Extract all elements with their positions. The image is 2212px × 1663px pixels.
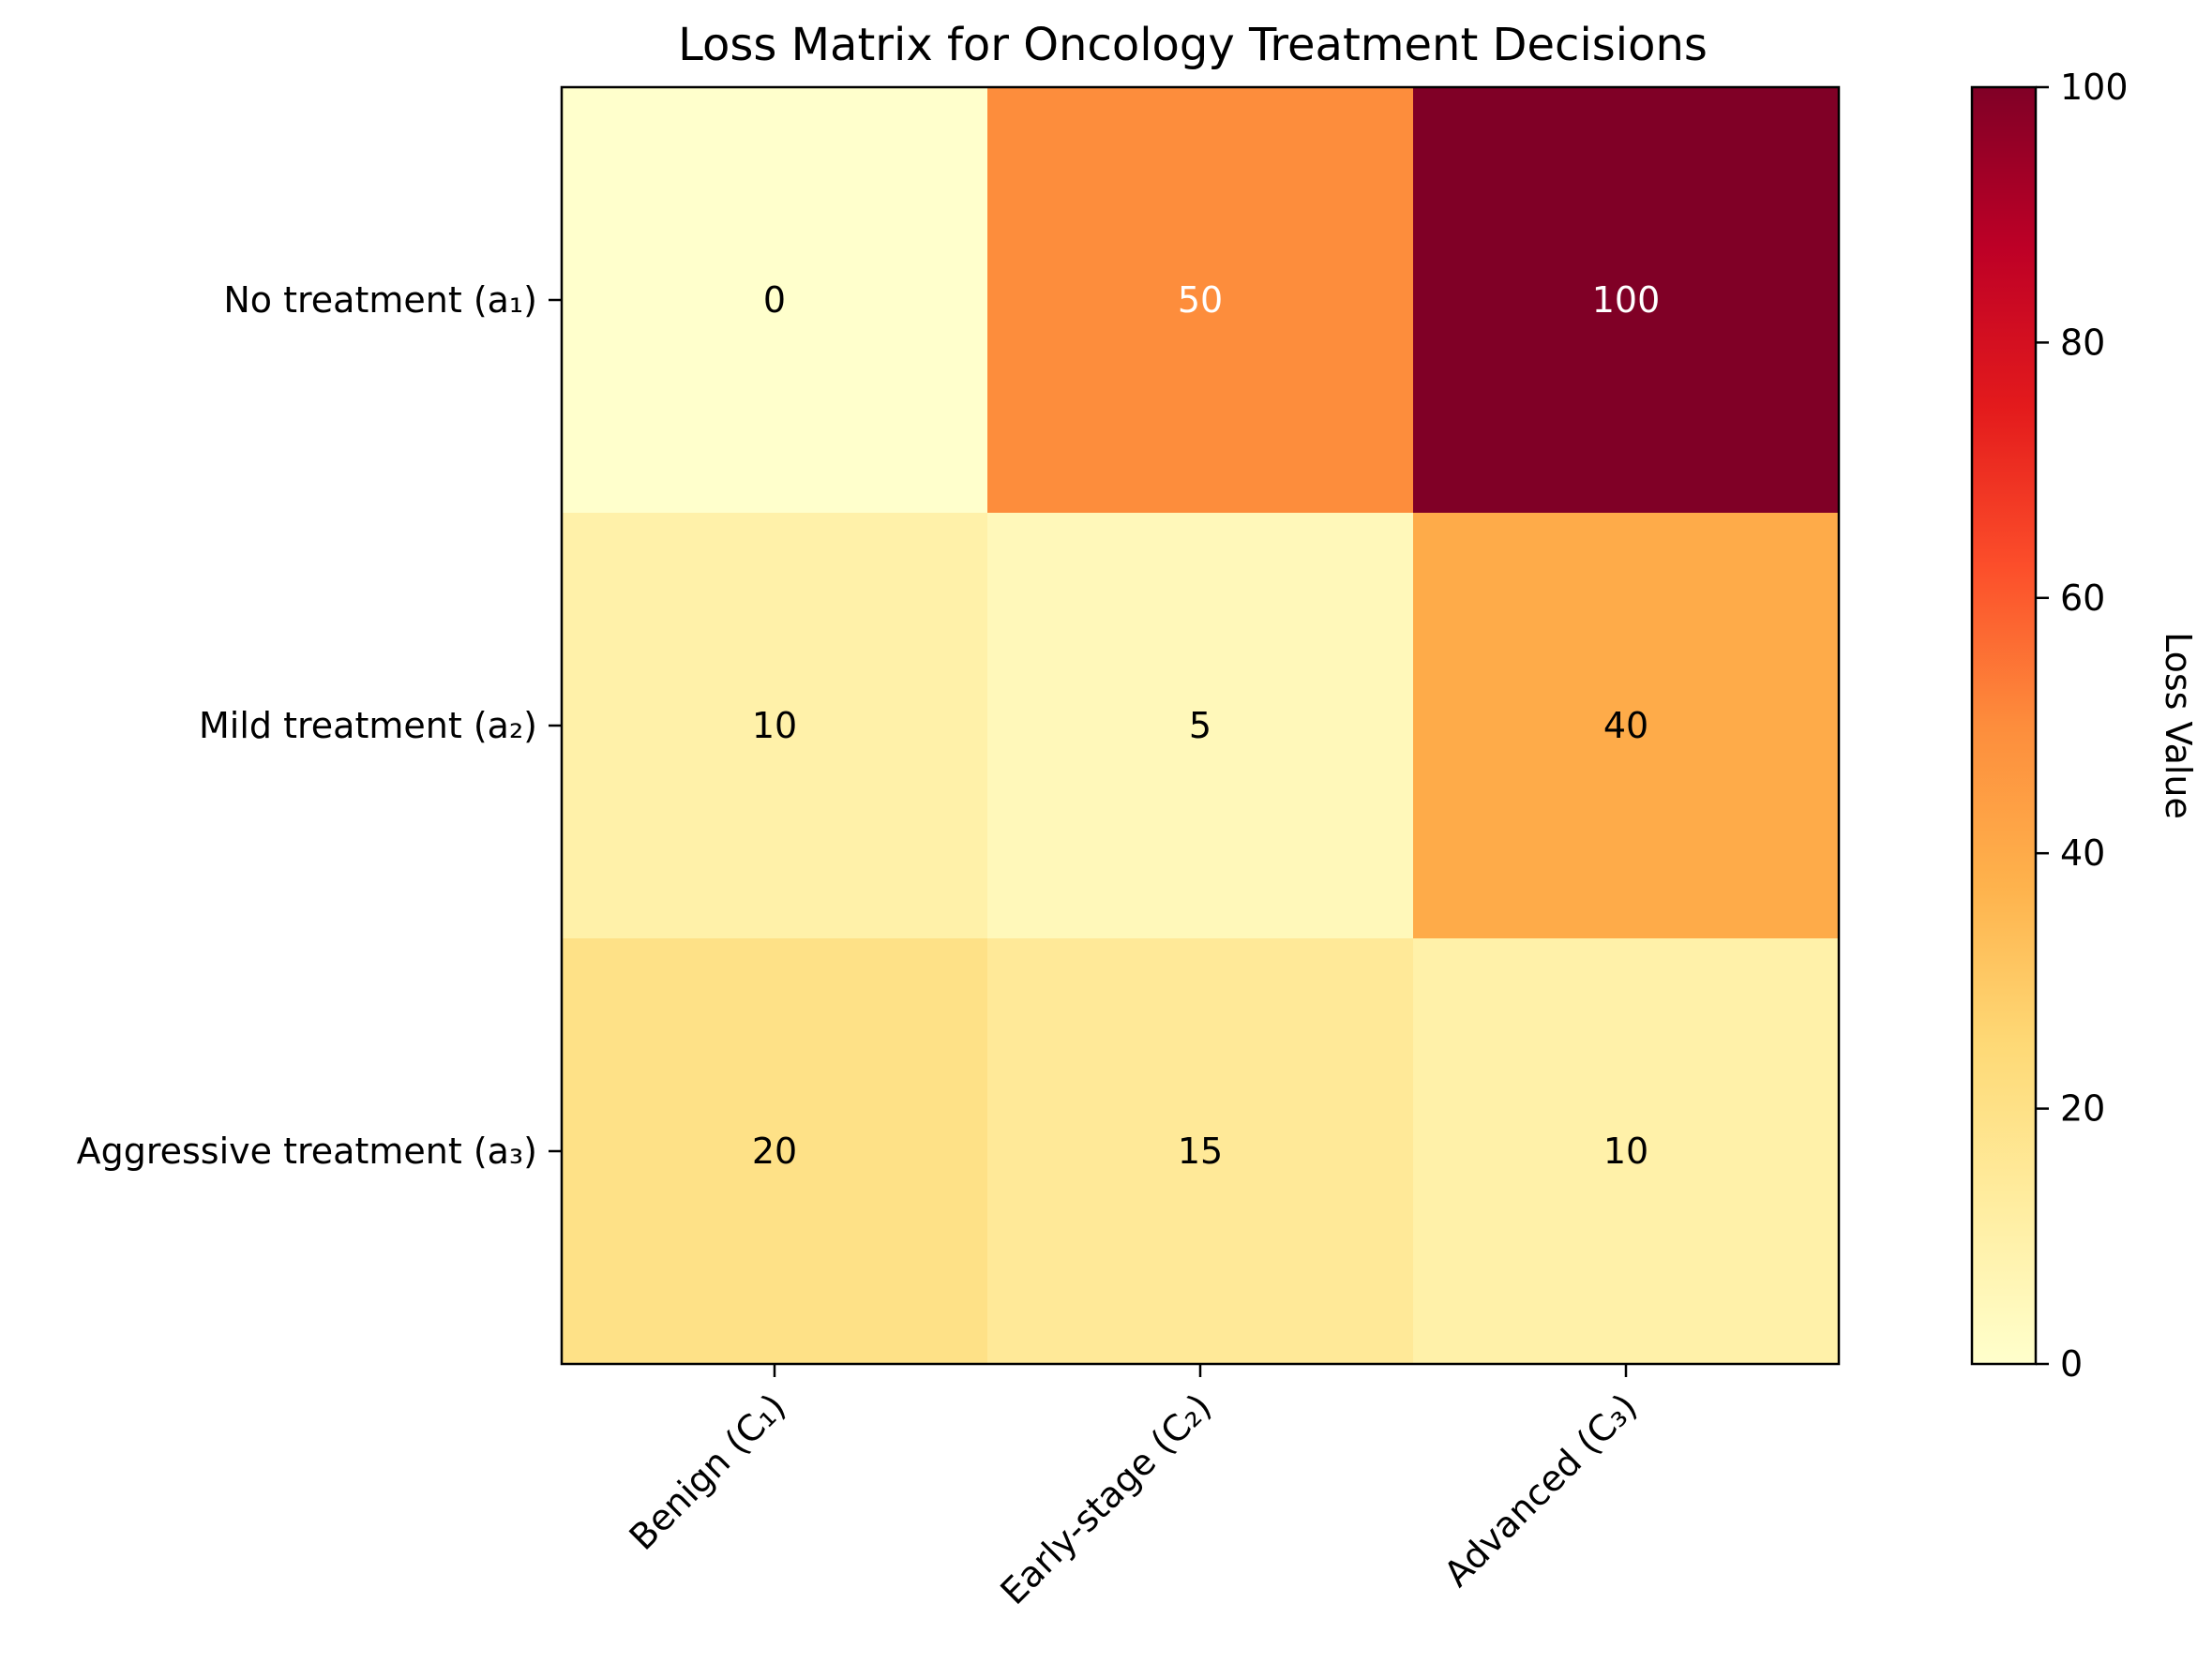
cell-value-label: 20 bbox=[752, 1131, 797, 1172]
heatmap-cell bbox=[987, 513, 1414, 939]
heatmap-cell bbox=[562, 938, 988, 1365]
heatmap-cell bbox=[1413, 938, 1840, 1365]
colorbar-tick-label: 100 bbox=[2060, 67, 2129, 108]
cell-value-label: 10 bbox=[1603, 1131, 1648, 1172]
cell-value-label: 50 bbox=[1178, 279, 1223, 321]
cell-value-label: 0 bbox=[763, 279, 786, 321]
y-tick-label: Mild treatment (a₂) bbox=[199, 705, 537, 746]
x-axis: Benign (C₁) Early-stage (C₂) Advanced (C₃) bbox=[622, 1364, 1645, 1612]
colorbar-gradient bbox=[1970, 85, 2038, 1366]
heatmap-cell bbox=[562, 87, 988, 514]
heatmap-cell bbox=[1413, 87, 1840, 514]
colorbar-tick-label: 40 bbox=[2060, 832, 2105, 874]
x-tick-label: Benign (C₁) bbox=[622, 1386, 794, 1558]
cell-value-labels: 0 50 100 10 5 40 20 15 10 bbox=[752, 279, 1660, 1172]
y-axis: No treatment (a₁) Mild treatment (a₂) Aggr… bbox=[77, 279, 562, 1172]
heatmap-cell bbox=[987, 938, 1414, 1365]
x-tick-label: Advanced (C₃) bbox=[1436, 1386, 1645, 1595]
y-tick-label: No treatment (a₁) bbox=[223, 279, 537, 321]
colorbar-ticks: 0 20 40 60 80 100 bbox=[2036, 67, 2129, 1385]
heatmap-cell bbox=[1413, 513, 1840, 939]
colorbar: 0 20 40 60 80 100 Loss Value bbox=[1970, 67, 2199, 1385]
cell-value-label: 100 bbox=[1592, 279, 1661, 321]
cell-value-label: 10 bbox=[752, 705, 797, 746]
heatmap-cell bbox=[987, 87, 1414, 514]
heatmap-cells bbox=[562, 87, 1840, 1365]
cell-value-label: 15 bbox=[1178, 1131, 1223, 1172]
chart-title: Loss Matrix for Oncology Treatment Decis… bbox=[678, 19, 1708, 71]
colorbar-tick-label: 60 bbox=[2060, 577, 2105, 619]
cell-value-label: 40 bbox=[1603, 705, 1648, 746]
colorbar-label: Loss Value bbox=[2158, 632, 2199, 819]
cell-value-label: 5 bbox=[1189, 705, 1211, 746]
x-tick-label: Early-stage (C₂) bbox=[993, 1386, 1220, 1612]
y-tick-label: Aggressive treatment (a₃) bbox=[77, 1131, 537, 1172]
heatmap-cell bbox=[562, 513, 988, 939]
colorbar-tick-label: 20 bbox=[2060, 1088, 2105, 1130]
colorbar-tick-label: 80 bbox=[2060, 322, 2105, 363]
colorbar-tick-label: 0 bbox=[2060, 1343, 2083, 1385]
